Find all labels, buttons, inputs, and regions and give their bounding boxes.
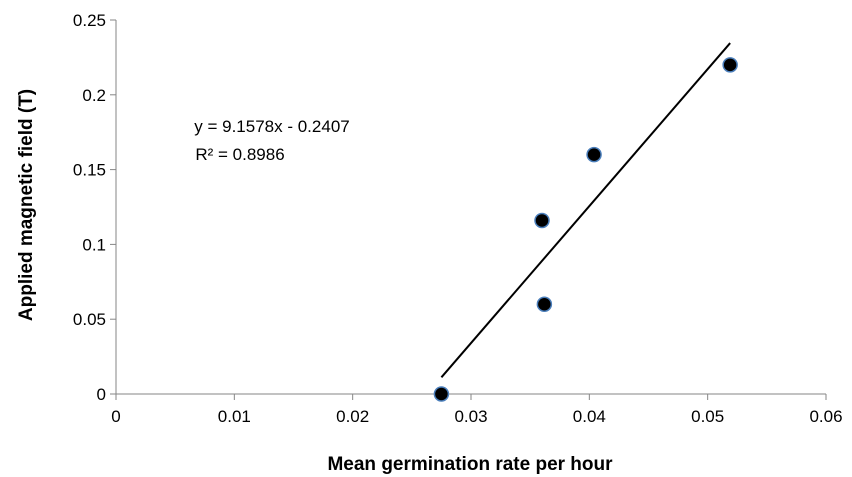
x-axis-title: Mean germination rate per hour [327,454,613,475]
ticks: 0 0.01 0.02 0.03 0.04 0.05 0.06 0 0.05 0.1 0.15 0.2… [73,11,843,426]
x-tick-label: 0 [111,407,120,426]
y-tick-label: 0.1 [82,235,106,254]
x-tick-label: 0.05 [691,407,724,426]
y-tick-label: 0.15 [73,161,106,180]
trendline [440,42,731,378]
trendline-equation: y = 9.1578x - 0.2407 [194,117,349,136]
data-point [433,386,450,402]
r-squared-label: R² = 0.8986 [195,145,284,164]
y-tick-label: 0.25 [73,11,106,30]
data-point [534,212,550,229]
x-tick-label: 0.06 [809,407,842,426]
x-tick-label: 0.04 [573,407,606,426]
data-point [536,296,553,312]
y-tick-label: 0.05 [73,310,106,329]
data-point [586,146,602,163]
data-point [722,57,738,73]
data-points [433,57,738,402]
y-tick-label: 0 [97,385,106,404]
y-axis-title: Applied magnetic field (T) [16,89,37,321]
axes [115,20,826,395]
x-tick-label: 0.02 [336,407,369,426]
x-tick-label: 0.01 [218,407,251,426]
y-tick-label: 0.2 [82,86,106,105]
trendline-group [440,42,731,378]
x-tick-label: 0.03 [454,407,487,426]
